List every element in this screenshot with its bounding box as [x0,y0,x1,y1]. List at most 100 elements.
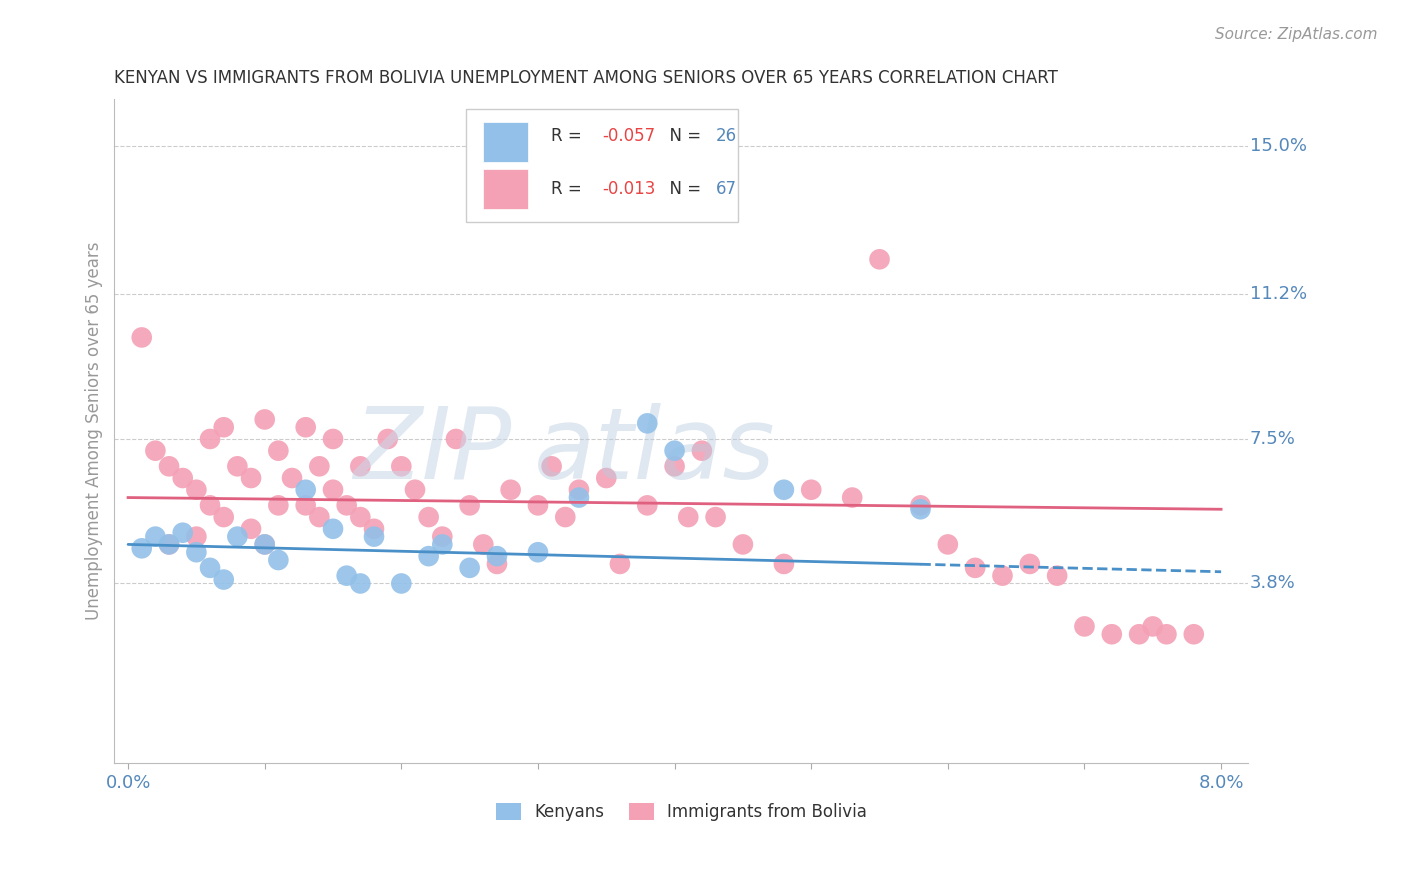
Point [444,432,467,446]
Point [186,483,208,497]
Point [499,483,522,497]
Point [678,510,700,524]
Point [157,537,180,551]
Point [363,522,385,536]
Point [172,471,194,485]
Point [281,471,304,485]
Text: 11.2%: 11.2% [1250,285,1306,303]
Point [936,537,959,551]
Point [910,502,932,516]
Text: R =: R = [551,127,588,145]
Point [1156,627,1178,641]
Point [186,545,208,559]
Point [294,420,316,434]
Point [704,510,727,524]
Text: N =: N = [659,127,706,145]
Point [240,522,263,536]
Text: 7.5%: 7.5% [1250,430,1295,448]
Point [294,499,316,513]
Text: ZIP: ZIP [353,402,512,500]
Text: Source: ZipAtlas.com: Source: ZipAtlas.com [1215,27,1378,42]
Y-axis label: Unemployment Among Seniors over 65 years: Unemployment Among Seniors over 65 years [86,242,103,621]
Point [212,573,235,587]
Point [131,330,153,344]
Point [267,499,290,513]
Point [485,549,508,563]
Text: 67: 67 [716,180,737,198]
Point [910,499,932,513]
Point [336,499,359,513]
Point [226,459,249,474]
Text: 15.0%: 15.0% [1250,137,1306,155]
Point [186,530,208,544]
Point [636,499,658,513]
Point [636,417,658,431]
Point [212,510,235,524]
Point [253,537,276,551]
FancyBboxPatch shape [484,122,529,162]
FancyBboxPatch shape [465,109,738,222]
Point [308,510,330,524]
Point [253,412,276,426]
Point [322,522,344,536]
Point [432,530,454,544]
Point [664,459,686,474]
Point [349,510,371,524]
Point [404,483,426,497]
Point [1142,619,1164,633]
Point [554,510,576,524]
Point [690,443,713,458]
Text: 26: 26 [716,127,737,145]
Point [336,568,359,582]
Text: -0.057: -0.057 [602,127,655,145]
Point [841,491,863,505]
Point [157,537,180,551]
Point [540,459,562,474]
Point [1018,557,1040,571]
FancyBboxPatch shape [484,169,529,209]
Point [267,443,290,458]
Point [198,432,221,446]
Point [226,530,249,544]
Point [418,549,440,563]
Point [389,576,412,591]
Text: atlas: atlas [534,402,776,500]
Text: KENYAN VS IMMIGRANTS FROM BOLIVIA UNEMPLOYMENT AMONG SENIORS OVER 65 YEARS CORRE: KENYAN VS IMMIGRANTS FROM BOLIVIA UNEMPL… [114,69,1059,87]
Point [157,459,180,474]
Point [1101,627,1123,641]
Point [609,557,631,571]
Point [294,483,316,497]
Point [145,530,167,544]
Point [253,537,276,551]
Legend: Kenyans, Immigrants from Bolivia: Kenyans, Immigrants from Bolivia [496,803,868,822]
Point [773,483,796,497]
Point [145,443,167,458]
Point [418,510,440,524]
Point [432,537,454,551]
Point [349,459,371,474]
Text: R =: R = [551,180,588,198]
Point [773,557,796,571]
Text: 3.8%: 3.8% [1250,574,1295,592]
Point [308,459,330,474]
Point [568,491,591,505]
Point [1128,627,1150,641]
Point [198,561,221,575]
Point [458,561,481,575]
Point [389,459,412,474]
Point [485,557,508,571]
Point [1046,568,1069,582]
Point [472,537,495,551]
Point [458,499,481,513]
Point [1182,627,1205,641]
Point [267,553,290,567]
Text: -0.013: -0.013 [602,180,655,198]
Point [349,576,371,591]
Point [869,252,891,267]
Point [212,420,235,434]
Point [800,483,823,497]
Point [377,432,399,446]
Point [568,483,591,497]
Point [240,471,263,485]
Point [965,561,987,575]
